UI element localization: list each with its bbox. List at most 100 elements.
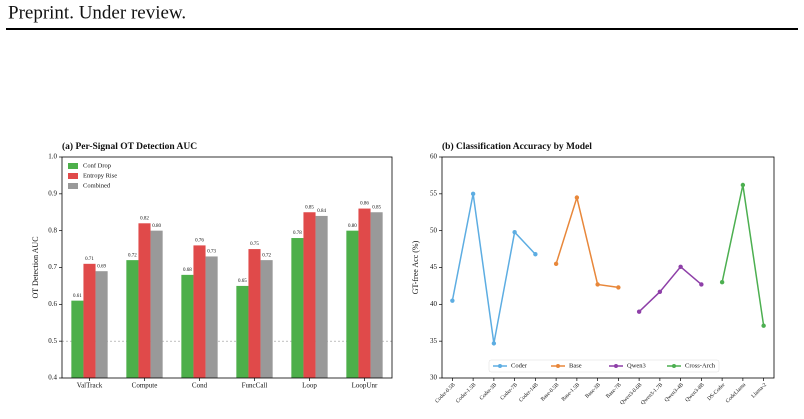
bar xyxy=(260,260,273,378)
legend-marker xyxy=(498,364,502,368)
point xyxy=(574,195,580,200)
x-tick-label: Base-1.5B xyxy=(561,382,582,403)
y-tick-label: 0.5 xyxy=(48,337,57,345)
bar xyxy=(291,238,304,378)
point xyxy=(450,298,455,303)
plot-frame xyxy=(441,156,775,379)
bar xyxy=(95,271,108,378)
bar xyxy=(346,230,359,378)
y-axis-label: OT Detection AUC xyxy=(31,236,40,298)
value-label: 0.72 xyxy=(128,253,137,258)
bar xyxy=(71,300,84,378)
legend-swatch xyxy=(68,183,78,189)
value-label: 0.80 xyxy=(348,224,357,229)
value-label: 0.61 xyxy=(73,294,82,299)
value-label: 0.82 xyxy=(140,216,149,221)
bar xyxy=(126,260,139,378)
legend-swatch xyxy=(68,163,78,169)
point xyxy=(761,323,766,328)
plot-frame xyxy=(61,156,393,379)
bar xyxy=(248,249,261,378)
bar xyxy=(181,274,194,378)
bar xyxy=(83,263,96,378)
bar xyxy=(150,230,163,378)
x-tick-label: Coder-3B xyxy=(479,382,499,402)
value-label: 0.76 xyxy=(195,239,204,244)
x-tick-label: Cond xyxy=(192,382,208,390)
x-tick-label: Compute xyxy=(132,382,158,390)
header: Preprint. Under review. xyxy=(8,2,186,23)
y-tick-label: 30 xyxy=(430,374,438,382)
x-tick-label: Base-7B xyxy=(605,382,623,400)
bar xyxy=(193,245,206,378)
chart-title: (a) Per-Signal OT Detection AUC xyxy=(62,141,197,152)
series-line xyxy=(555,194,619,289)
point xyxy=(470,191,476,197)
value-label: 0.65 xyxy=(238,279,247,284)
value-label: 0.78 xyxy=(293,231,302,236)
legend-label: Cross-Arch xyxy=(685,362,716,369)
y-tick-label: 60 xyxy=(430,153,438,161)
x-tick-label: ValTrack xyxy=(77,382,103,390)
point xyxy=(595,282,600,287)
value-label: 0.84 xyxy=(317,209,326,214)
point xyxy=(740,182,746,188)
point xyxy=(699,282,704,287)
x-tick-label: Base-3B xyxy=(584,382,602,400)
x-tick-label: DS-Coder xyxy=(706,382,726,402)
bar xyxy=(370,212,383,378)
bar xyxy=(315,215,328,378)
value-label: 0.71 xyxy=(85,257,94,262)
y-tick-label: 35 xyxy=(430,337,438,345)
legend: Coder Base Qwen3 Cross-Arch xyxy=(488,359,720,373)
legend-label: Conf Drop xyxy=(83,162,111,169)
x-tick-label: Coder-7B xyxy=(499,382,519,402)
x-tick-label: Loop xyxy=(302,382,317,390)
legend-label: Qwen3 xyxy=(627,362,646,369)
bar xyxy=(138,223,151,378)
series-line xyxy=(451,193,536,344)
point xyxy=(657,289,663,295)
legend: Conf Drop Entropy Rise Combined xyxy=(68,162,117,189)
point xyxy=(616,285,621,290)
x-tick-label: Base-0.5B xyxy=(540,382,561,403)
point xyxy=(636,309,642,314)
value-label: 0.75 xyxy=(250,242,259,247)
point xyxy=(512,229,517,235)
legend-marker xyxy=(614,364,618,368)
x-tick-label: Coder-14B xyxy=(518,382,540,404)
legend-marker xyxy=(556,364,560,368)
value-label: 0.85 xyxy=(372,205,381,210)
y-tick-label: 0.9 xyxy=(48,189,57,197)
point xyxy=(553,261,559,267)
series-line xyxy=(721,184,765,326)
value-label: 0.85 xyxy=(305,205,314,210)
value-label: 0.72 xyxy=(262,253,271,258)
legend-label: Coder xyxy=(511,362,528,369)
y-tick-label: 45 xyxy=(430,263,438,271)
value-label: 0.80 xyxy=(152,224,161,229)
bar xyxy=(303,212,316,378)
y-tick-label: 50 xyxy=(430,226,438,234)
y-tick-label: 0.6 xyxy=(48,300,57,308)
y-tick-label: 0.7 xyxy=(48,263,57,271)
legend-frame xyxy=(488,359,720,373)
bar xyxy=(205,256,218,378)
point xyxy=(533,252,538,257)
x-tick-label: CodeLlama xyxy=(725,382,748,405)
bar xyxy=(236,285,249,378)
x-tick-label: Coder-1.5B xyxy=(455,382,478,405)
x-tick-label: Qwen3-4B xyxy=(664,382,686,404)
x-tick-label: Qwen3-8B xyxy=(684,382,706,404)
y-tick-label: 55 xyxy=(430,189,438,197)
point xyxy=(719,280,725,285)
legend-swatch xyxy=(68,173,78,179)
value-label: 0.68 xyxy=(183,268,192,273)
point xyxy=(491,341,497,346)
value-label: 0.69 xyxy=(97,264,106,269)
legend-label: Entropy Rise xyxy=(83,172,117,179)
y-tick-label: 0.4 xyxy=(48,374,57,382)
x-tick-label: LoopUnr xyxy=(352,382,378,390)
